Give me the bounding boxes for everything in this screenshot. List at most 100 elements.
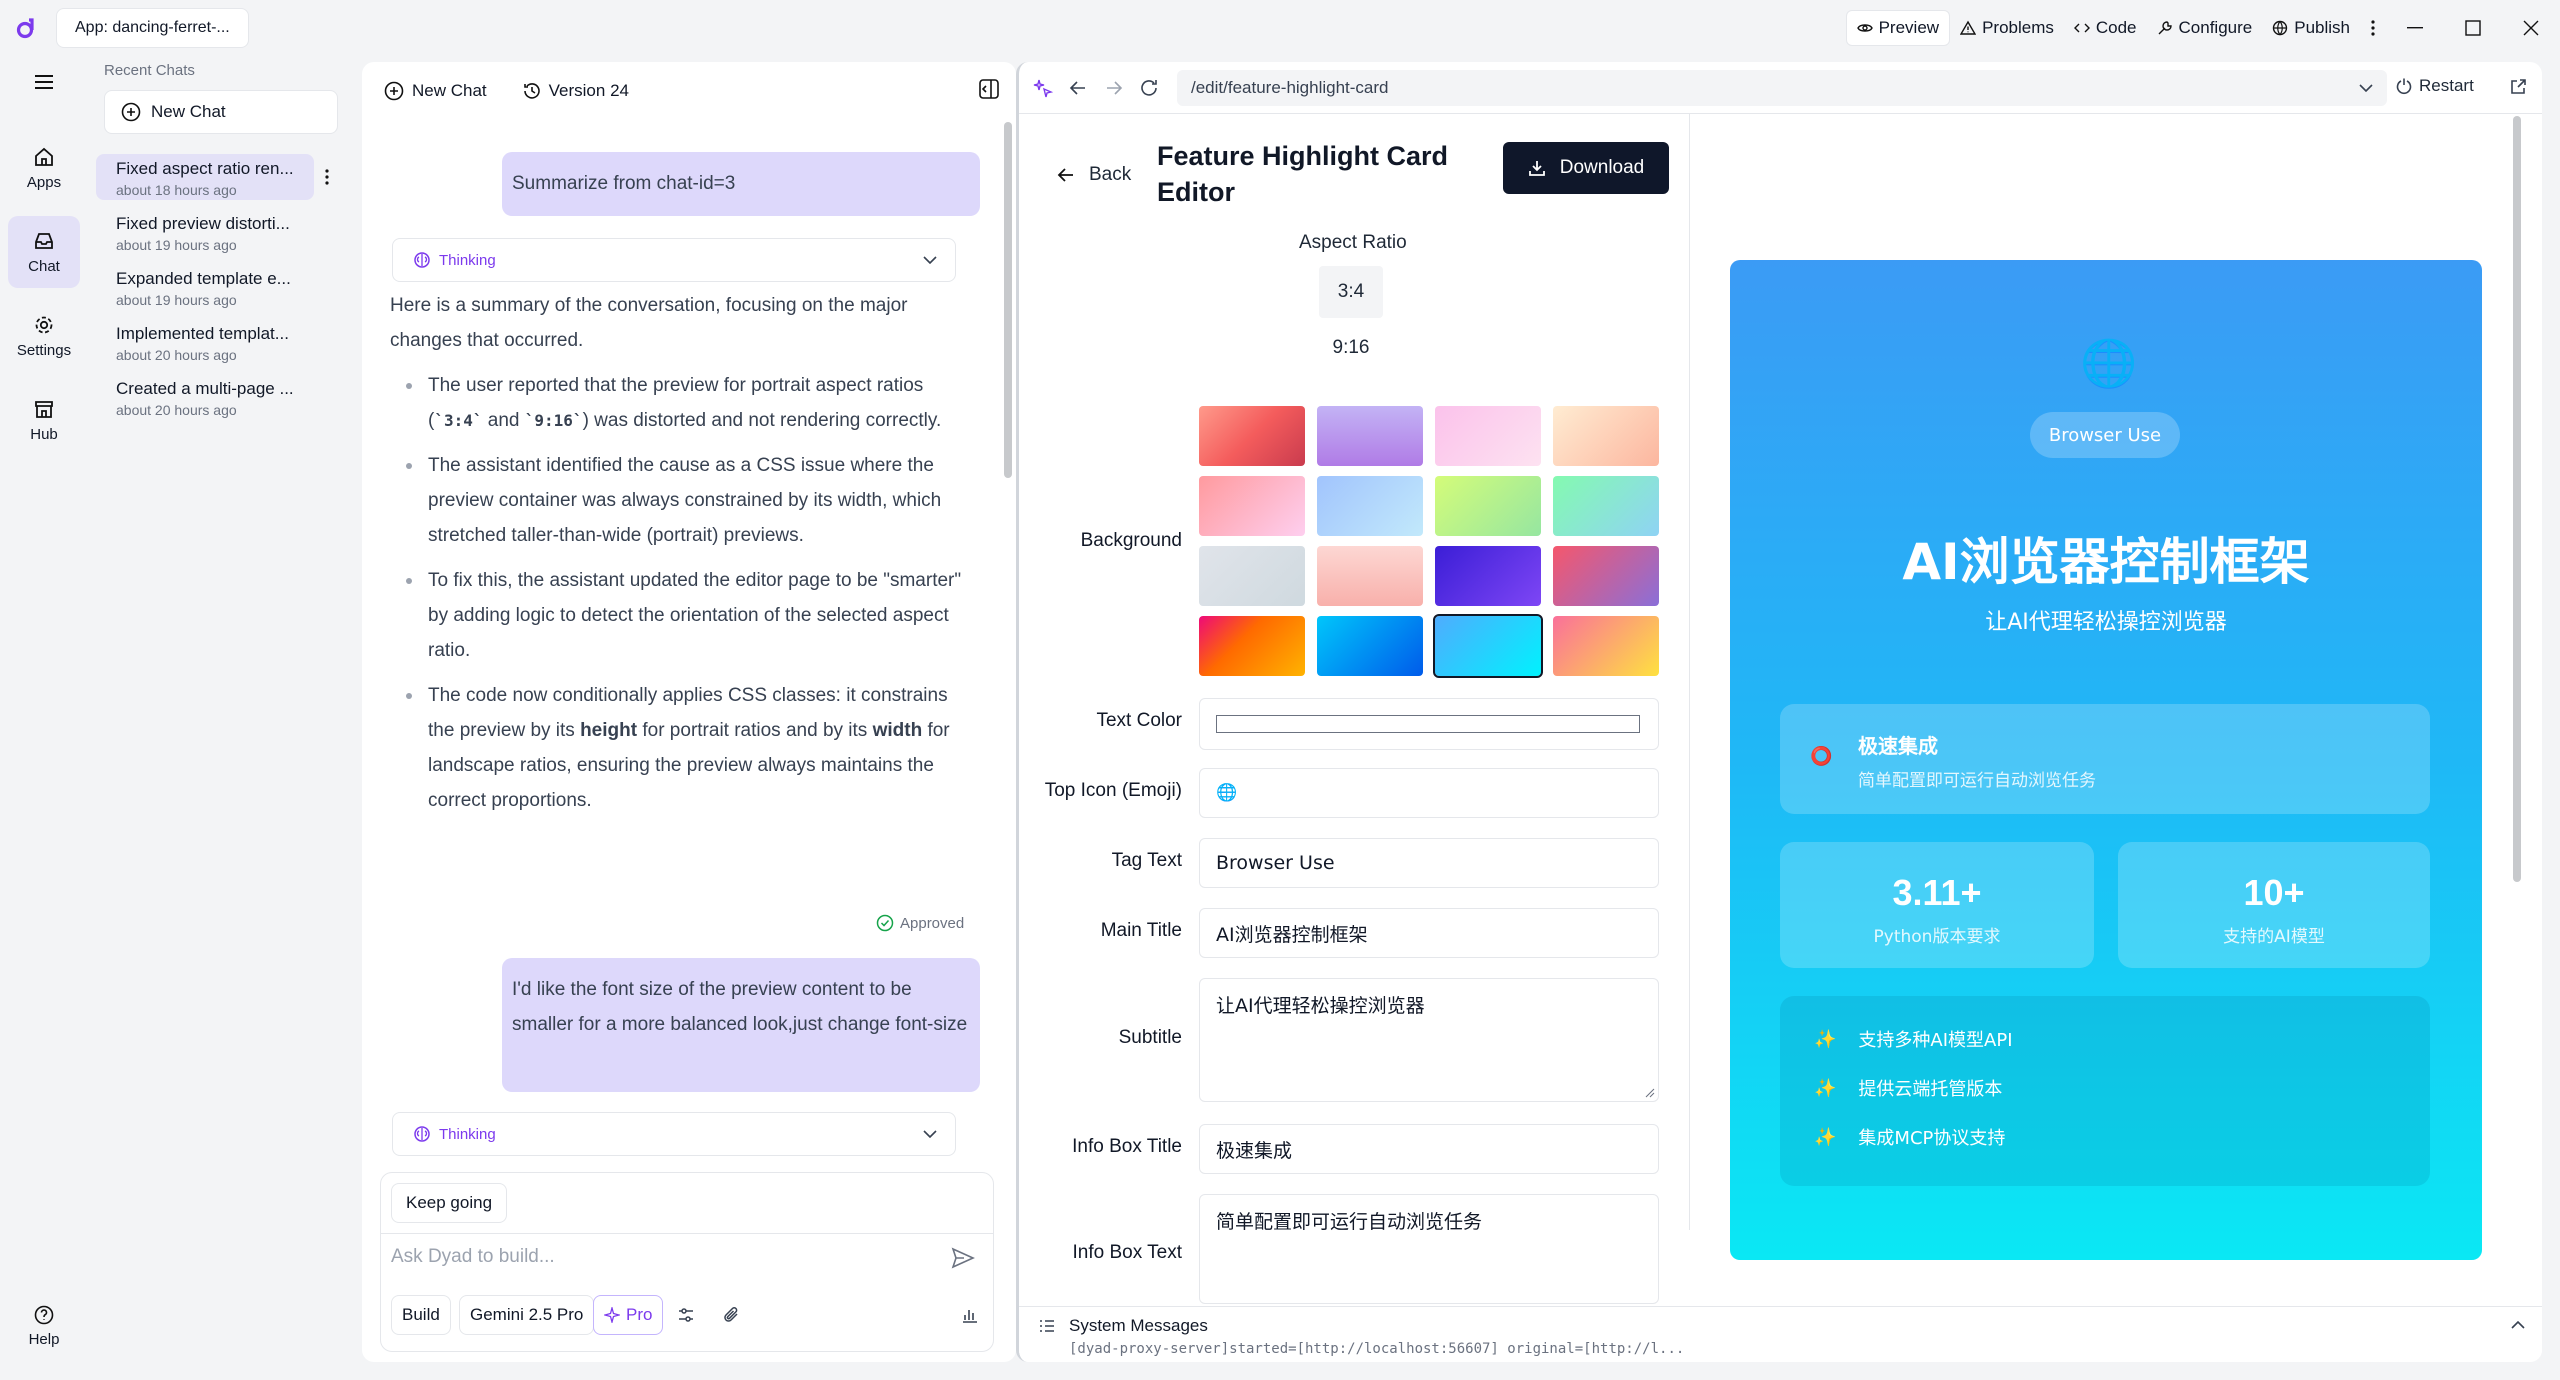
chat-item-menu-button[interactable] (324, 168, 330, 186)
sparkles-icon (604, 1307, 620, 1323)
info-box-text-textarea[interactable]: 简单配置即可运行自动浏览任务 (1199, 1194, 1659, 1304)
tag-text-input[interactable]: Browser Use (1199, 838, 1659, 888)
aspect-option-3-4[interactable]: 3:4 (1319, 266, 1383, 318)
refresh-button[interactable] (1139, 78, 1159, 98)
aspect-ratio-label: Aspect Ratio (1299, 232, 1407, 253)
url-text: /edit/feature-highlight-card (1191, 78, 1389, 97)
left-rail: Apps Chat Settings Hub Help (0, 56, 92, 1380)
menu-button[interactable] (8, 60, 80, 104)
chat-list-item[interactable]: Implemented templat... about 20 hours ag… (96, 319, 314, 365)
summary-item: The user reported that the preview for p… (390, 368, 970, 438)
select-component-button[interactable] (1033, 78, 1053, 98)
background-swatch[interactable] (1553, 616, 1659, 676)
open-external-button[interactable] (2509, 78, 2527, 96)
background-swatch[interactable] (1317, 406, 1423, 466)
approved-label: Approved (900, 914, 965, 932)
maximize-button[interactable] (2444, 0, 2502, 56)
problems-label: Problems (1982, 18, 2054, 37)
top-icon-value: 🌐 (1216, 783, 1238, 803)
back-label: Back (1089, 164, 1132, 185)
chat-title: Implemented templat... (116, 324, 289, 343)
feature-item: ✨ 集成MCP协议支持 (1814, 1124, 2005, 1150)
toggle-panel-button[interactable] (978, 78, 1000, 100)
background-swatch[interactable] (1433, 614, 1543, 678)
url-bar[interactable]: /edit/feature-highlight-card (1177, 70, 2387, 106)
sidebar-new-chat-button[interactable]: New Chat (104, 90, 338, 134)
back-button[interactable]: Back (1057, 164, 1131, 186)
chat-list-item[interactable]: Fixed preview distorti... about 19 hours… (96, 209, 314, 255)
model-selector[interactable]: Gemini 2.5 Pro (459, 1295, 595, 1335)
card-info-title: 极速集成 (1858, 734, 1938, 758)
download-button[interactable]: Download (1503, 142, 1669, 194)
resize-handle-icon (1645, 1088, 1655, 1098)
background-swatch[interactable] (1435, 546, 1541, 606)
pro-toggle[interactable]: Pro (593, 1295, 664, 1335)
new-chat-button[interactable]: New Chat (384, 81, 487, 101)
build-mode-button[interactable]: Build (391, 1295, 451, 1335)
thinking-collapsible[interactable]: Thinking (392, 238, 956, 282)
configure-tab-button[interactable]: Configure (2147, 10, 2263, 46)
background-swatch[interactable] (1435, 406, 1541, 466)
background-swatch[interactable] (1317, 476, 1423, 536)
summary-text: for landscape ratios, ensuring the previ… (428, 720, 950, 811)
publish-tab-button[interactable]: Publish (2262, 10, 2360, 46)
subtitle-textarea[interactable]: 让AI代理轻松操控浏览器 (1199, 978, 1659, 1102)
code-tab-button[interactable]: Code (2064, 10, 2147, 46)
inbox-icon (35, 232, 53, 249)
background-swatch[interactable] (1199, 476, 1305, 536)
token-usage-button[interactable] (961, 1306, 979, 1324)
preview-tab-button[interactable]: Preview (1845, 10, 1951, 46)
chat-list-item[interactable]: Expanded template e... about 19 hours ag… (96, 264, 314, 310)
brain-icon (414, 252, 430, 268)
minimize-button[interactable] (2386, 0, 2444, 56)
chat-scrollbar[interactable] (1004, 122, 1012, 478)
send-button[interactable] (951, 1247, 975, 1269)
keep-going-button[interactable]: Keep going (391, 1183, 508, 1223)
chat-input[interactable] (391, 1239, 931, 1275)
more-menu-button[interactable] (2360, 10, 2386, 46)
rail-item-chat[interactable]: Chat (8, 216, 80, 288)
preview-scrollbar[interactable] (2513, 116, 2521, 882)
background-swatch[interactable] (1553, 476, 1659, 536)
background-swatch[interactable] (1553, 406, 1659, 466)
background-swatch[interactable] (1199, 546, 1305, 606)
background-swatch[interactable] (1317, 616, 1423, 676)
aspect-option-9-16[interactable]: 9:16 (1332, 337, 1370, 358)
rail-item-hub[interactable]: Hub (8, 384, 80, 456)
home-icon (35, 147, 53, 166)
card-info-box: ⭕ 极速集成 简单配置即可运行自动浏览任务 (1780, 704, 2430, 814)
background-swatch[interactable] (1199, 616, 1305, 676)
top-icon-input[interactable]: 🌐 (1199, 768, 1659, 818)
arrow-left-icon (1057, 168, 1073, 182)
rail-item-settings[interactable]: Settings (8, 300, 80, 372)
summary-intro: Here is a summary of the conversation, f… (390, 295, 908, 351)
chat-list-item[interactable]: Fixed aspect ratio ren... about 18 hours… (96, 154, 314, 200)
chat-list-item[interactable]: Created a multi-page ... about 20 hours … (96, 374, 314, 420)
background-swatch[interactable] (1553, 546, 1659, 606)
problems-tab-button[interactable]: Problems (1950, 10, 2064, 46)
forward-nav-button[interactable] (1105, 79, 1123, 97)
app-selector[interactable]: App: dancing-ferret-... (56, 8, 249, 48)
list-icon (1040, 1320, 1054, 1332)
background-swatch[interactable] (1317, 546, 1423, 606)
restart-button[interactable]: Restart (2395, 76, 2474, 96)
back-nav-button[interactable] (1069, 79, 1087, 97)
main-title-input[interactable]: AI浏览器控制框架 (1199, 908, 1659, 958)
thinking-collapsible[interactable]: Thinking (392, 1112, 956, 1156)
background-swatch[interactable] (1435, 476, 1541, 536)
info-box-title-input[interactable]: 极速集成 (1199, 1124, 1659, 1174)
user-message: I'd like the font size of the preview co… (502, 958, 980, 1092)
sliders-icon (679, 1308, 693, 1322)
version-history-button[interactable]: Version 24 (523, 81, 629, 101)
text-color-picker[interactable] (1199, 698, 1659, 750)
rail-item-apps[interactable]: Apps (8, 132, 80, 204)
chat-list-sidebar: Recent Chats New Chat Fixed aspect ratio… (92, 56, 350, 1380)
background-swatch[interactable] (1199, 406, 1305, 466)
pro-label: Pro (626, 1305, 653, 1324)
attach-button[interactable] (723, 1306, 741, 1324)
settings-sliders-button[interactable] (677, 1306, 695, 1324)
system-messages-panel[interactable]: System Messages [dyad-proxy-server]start… (1019, 1306, 2542, 1362)
rail-item-help[interactable]: Help (8, 1290, 80, 1362)
summary-text: The user reported that the preview for p… (428, 375, 924, 431)
close-window-button[interactable] (2502, 0, 2560, 56)
